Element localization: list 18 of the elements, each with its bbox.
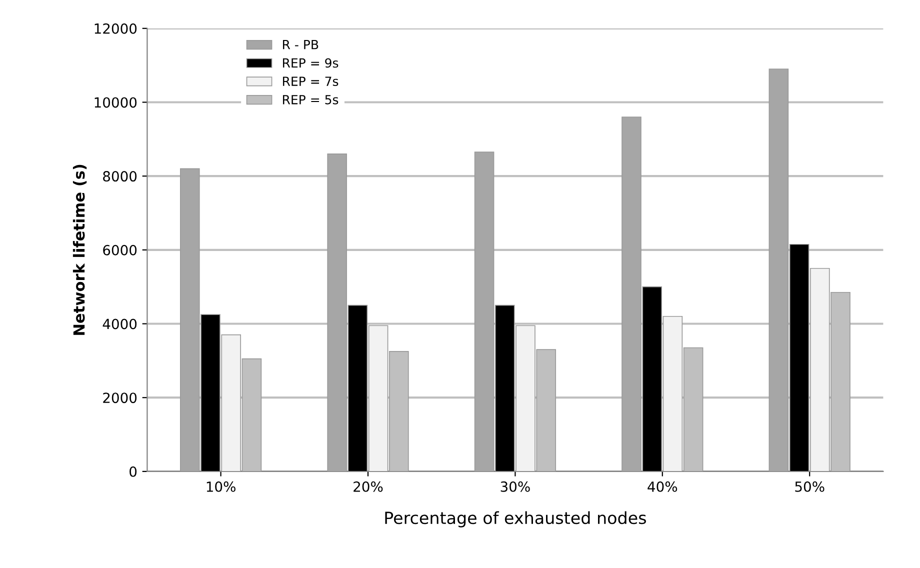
x-tick-label: 40% — [648, 481, 678, 492]
legend-label: R - PB — [282, 40, 318, 50]
y-tick-label: 12000 — [94, 23, 137, 34]
y-tick-label: 2000 — [103, 392, 137, 404]
y-axis-title: Network lifetime (s) — [72, 164, 87, 335]
x-tick-label: 20% — [354, 481, 383, 492]
legend-label: REP = 7s — [282, 76, 338, 86]
legend-label: REP = 9s — [282, 58, 338, 68]
x-tick-label: 50% — [795, 481, 824, 492]
y-tick-label: 8000 — [103, 171, 137, 182]
x-axis-title: Percentage of exhausted nodes — [385, 511, 646, 528]
y-tick-label: 10000 — [94, 97, 137, 108]
legend-label: REP = 5s — [282, 95, 338, 104]
y-tick-label: 4000 — [102, 318, 137, 330]
x-tick-label: 30% — [500, 481, 530, 492]
x-tick-label: 10% — [206, 481, 236, 492]
y-tick-label: 0 — [130, 466, 137, 477]
y-tick-label: 6000 — [103, 244, 137, 256]
